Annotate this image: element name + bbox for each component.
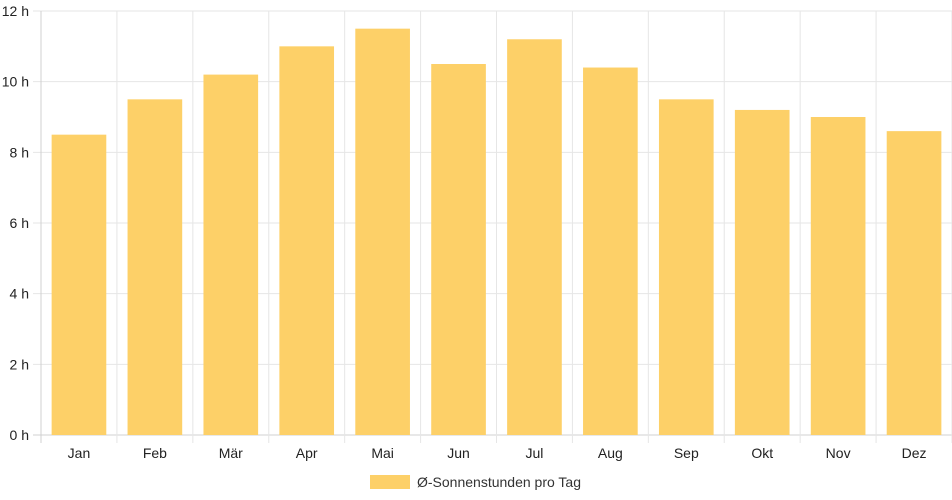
bar-jun[interactable] <box>431 64 486 435</box>
y-tick-label: 4 h <box>10 286 29 302</box>
y-tick-label: 2 h <box>10 356 29 372</box>
bar-apr[interactable] <box>279 46 335 435</box>
y-tick-label: 10 h <box>2 74 29 90</box>
y-tick-label: 0 h <box>10 427 29 443</box>
grid-lines <box>33 10 952 443</box>
x-tick-label: Dez <box>902 445 927 461</box>
bar-dez[interactable] <box>886 131 942 435</box>
legend-label: Ø-Sonnenstunden pro Tag <box>417 474 581 490</box>
bars <box>51 28 942 436</box>
x-tick-label: Jul <box>526 445 544 461</box>
x-tick-label: Jan <box>68 445 91 461</box>
bar-feb[interactable] <box>127 99 183 435</box>
bar-mai[interactable] <box>355 28 410 436</box>
y-tick-label: 12 h <box>2 3 29 19</box>
x-tick-label: Apr <box>296 445 318 461</box>
bar-jan[interactable] <box>51 134 107 435</box>
bar-nov[interactable] <box>810 117 866 435</box>
bar-sep[interactable] <box>658 99 714 435</box>
x-tick-label: Sep <box>674 445 699 461</box>
y-tick-label: 8 h <box>10 144 29 160</box>
legend[interactable]: Ø-Sonnenstunden pro Tag <box>370 474 581 490</box>
x-tick-label: Aug <box>598 445 623 461</box>
y-tick-label: 6 h <box>10 215 29 231</box>
x-tick-label: Okt <box>751 445 773 461</box>
x-axis-ticks: Jan Feb Mär Apr Mai Jun Jul Aug Sep Okt Nov Dez <box>68 445 927 461</box>
x-tick-label: Feb <box>143 445 167 461</box>
x-tick-label: Nov <box>826 445 851 461</box>
bar-okt[interactable] <box>734 109 790 435</box>
bar-jul[interactable] <box>507 39 562 436</box>
x-tick-label: Jun <box>447 445 470 461</box>
bar-aug[interactable] <box>583 67 638 436</box>
x-tick-label: Mai <box>371 445 394 461</box>
y-axis-ticks: 0 h 2 h 4 h 6 h 8 h 10 h 12 h <box>2 3 29 443</box>
bar-mär[interactable] <box>203 74 259 435</box>
legend-swatch <box>370 475 410 489</box>
x-tick-label: Mär <box>219 445 243 461</box>
